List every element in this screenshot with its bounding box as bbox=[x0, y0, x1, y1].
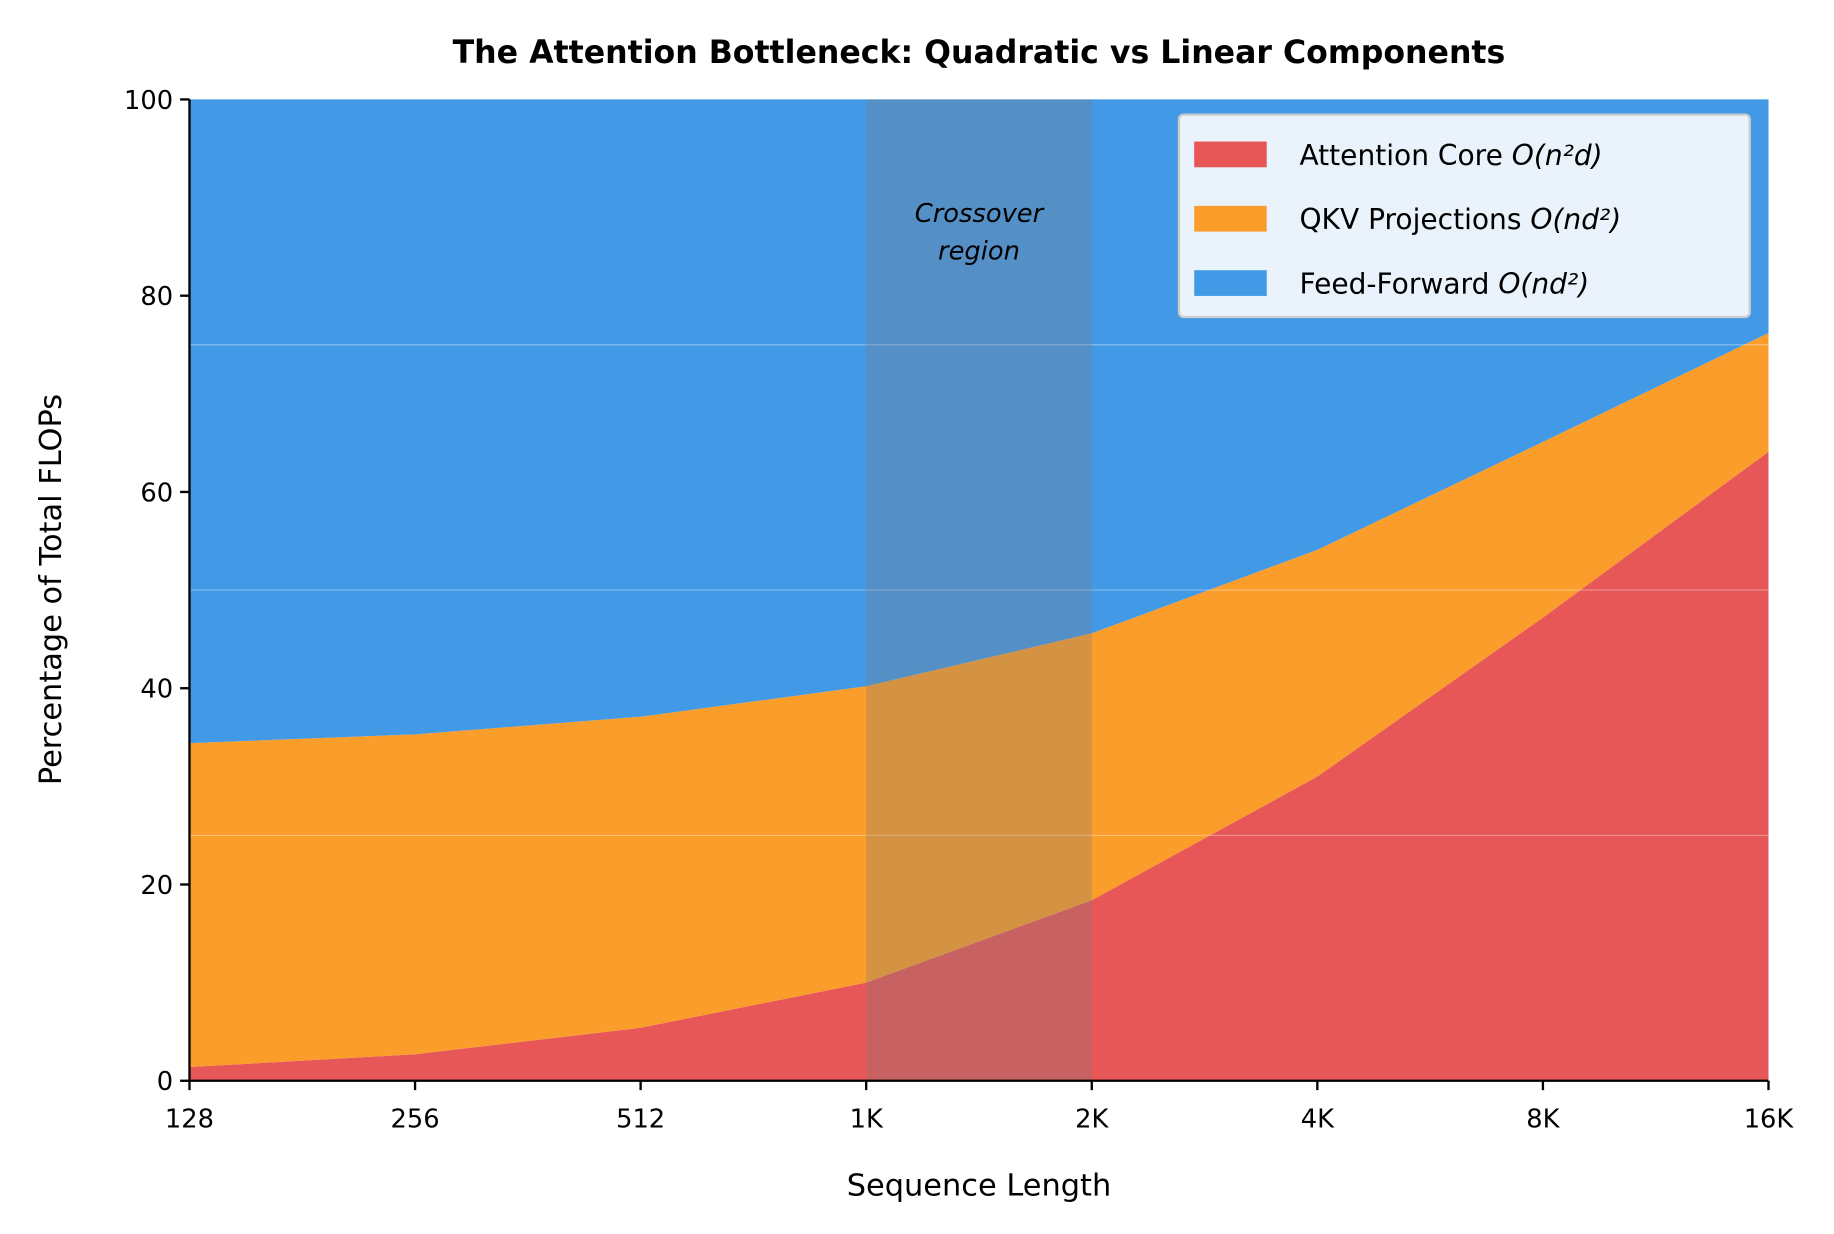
y-tick-label: 0 bbox=[157, 1067, 173, 1097]
x-tick-label: 8K bbox=[1526, 1105, 1560, 1135]
area-attention-core bbox=[189, 451, 1769, 1081]
y-tick-label: 20 bbox=[140, 871, 173, 901]
legend-label: Attention Core O(n²d) bbox=[1299, 139, 1602, 172]
x-tick-label: 4K bbox=[1301, 1105, 1335, 1135]
x-tick-label: 16K bbox=[1744, 1105, 1795, 1135]
legend-swatch bbox=[1194, 270, 1267, 296]
legend-swatch bbox=[1194, 141, 1267, 168]
y-tick-label: 100 bbox=[124, 86, 173, 116]
legend-swatch bbox=[1194, 205, 1267, 232]
y-tick-label: 40 bbox=[140, 675, 173, 705]
crossover-region bbox=[866, 99, 1092, 1081]
x-axis-label: Sequence Length bbox=[847, 1168, 1112, 1203]
x-tick-label: 2K bbox=[1075, 1105, 1109, 1135]
x-tick-label: 256 bbox=[391, 1105, 440, 1135]
crossover-annotation-line1: Crossover bbox=[915, 199, 1045, 229]
area-qkv-projections bbox=[189, 332, 1769, 1068]
x-tick-label: 1K bbox=[850, 1105, 884, 1135]
x-tick-label: 512 bbox=[616, 1105, 665, 1135]
legend-label: QKV Projections O(nd²) bbox=[1299, 203, 1621, 236]
y-axis-label: Percentage of Total FLOPs bbox=[34, 394, 69, 785]
legend: Attention Core O(n²d) QKV Projections O(n… bbox=[1177, 113, 1751, 319]
y-tick-label: 80 bbox=[140, 282, 173, 312]
chart-title: The Attention Bottleneck: Quadratic vs L… bbox=[453, 35, 1506, 71]
x-tick-label: 128 bbox=[165, 1105, 214, 1135]
legend-label: Feed-Forward O(nd²) bbox=[1299, 268, 1589, 301]
crossover-annotation-line2: region bbox=[938, 236, 1020, 266]
y-tick-label: 60 bbox=[140, 478, 173, 508]
